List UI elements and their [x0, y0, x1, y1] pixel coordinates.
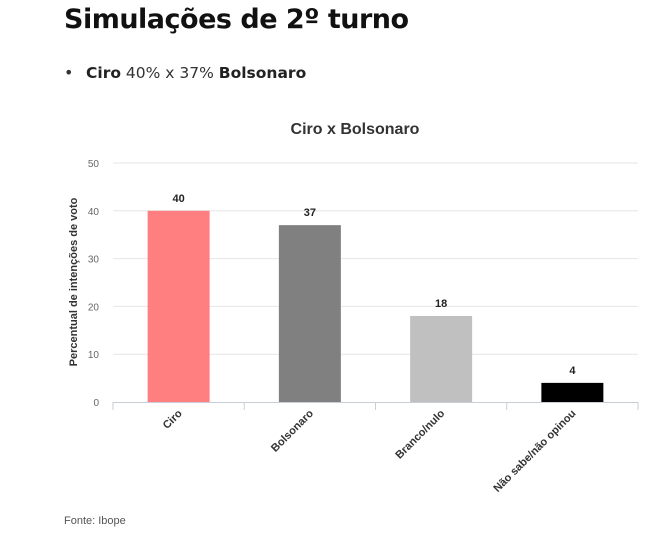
data-label: 4 [569, 365, 576, 377]
bar [541, 382, 604, 402]
results-summary: • Ciro 40% x 37% Bolsonaro [64, 63, 307, 82]
summary-item: • Ciro 40% x 37% Bolsonaro [64, 63, 307, 82]
bar-chart: Ciro x Bolsonaro 0 10 20 30 40 50 Percentual de… [68, 121, 639, 495]
y-tick-label: 40 [88, 207, 100, 218]
y-tick-label: 50 [88, 159, 100, 170]
candidate-b-name: Bolsonaro [218, 64, 307, 82]
x-tick-label: Ciro [161, 407, 185, 431]
y-tick-label: 10 [88, 350, 100, 361]
chart-title: Ciro x Bolsonaro [291, 121, 420, 138]
x-tick-label: Bolsonaro [269, 407, 316, 454]
data-label: 37 [304, 207, 316, 219]
y-tick-label: 0 [93, 398, 99, 409]
bar [278, 225, 341, 402]
result-text: 40% x 37% [120, 64, 219, 82]
bullet-icon: • [64, 63, 74, 82]
chart-source: Fonte: Ibope [64, 515, 126, 527]
y-tick-label: 20 [88, 302, 100, 313]
page-title: Simulações de 2º turno [64, 4, 409, 35]
bar [410, 315, 473, 402]
y-axis-label: Percentual de intenções de voto [68, 197, 80, 366]
bar [147, 210, 210, 402]
data-label: 18 [435, 298, 447, 310]
x-tick-label: Não sabe/não opinou [491, 408, 578, 495]
candidate-a-name: Ciro [86, 64, 121, 82]
x-tick-label: Branco/nulo [393, 407, 447, 461]
data-label: 40 [173, 193, 185, 205]
y-tick-label: 30 [88, 255, 100, 266]
